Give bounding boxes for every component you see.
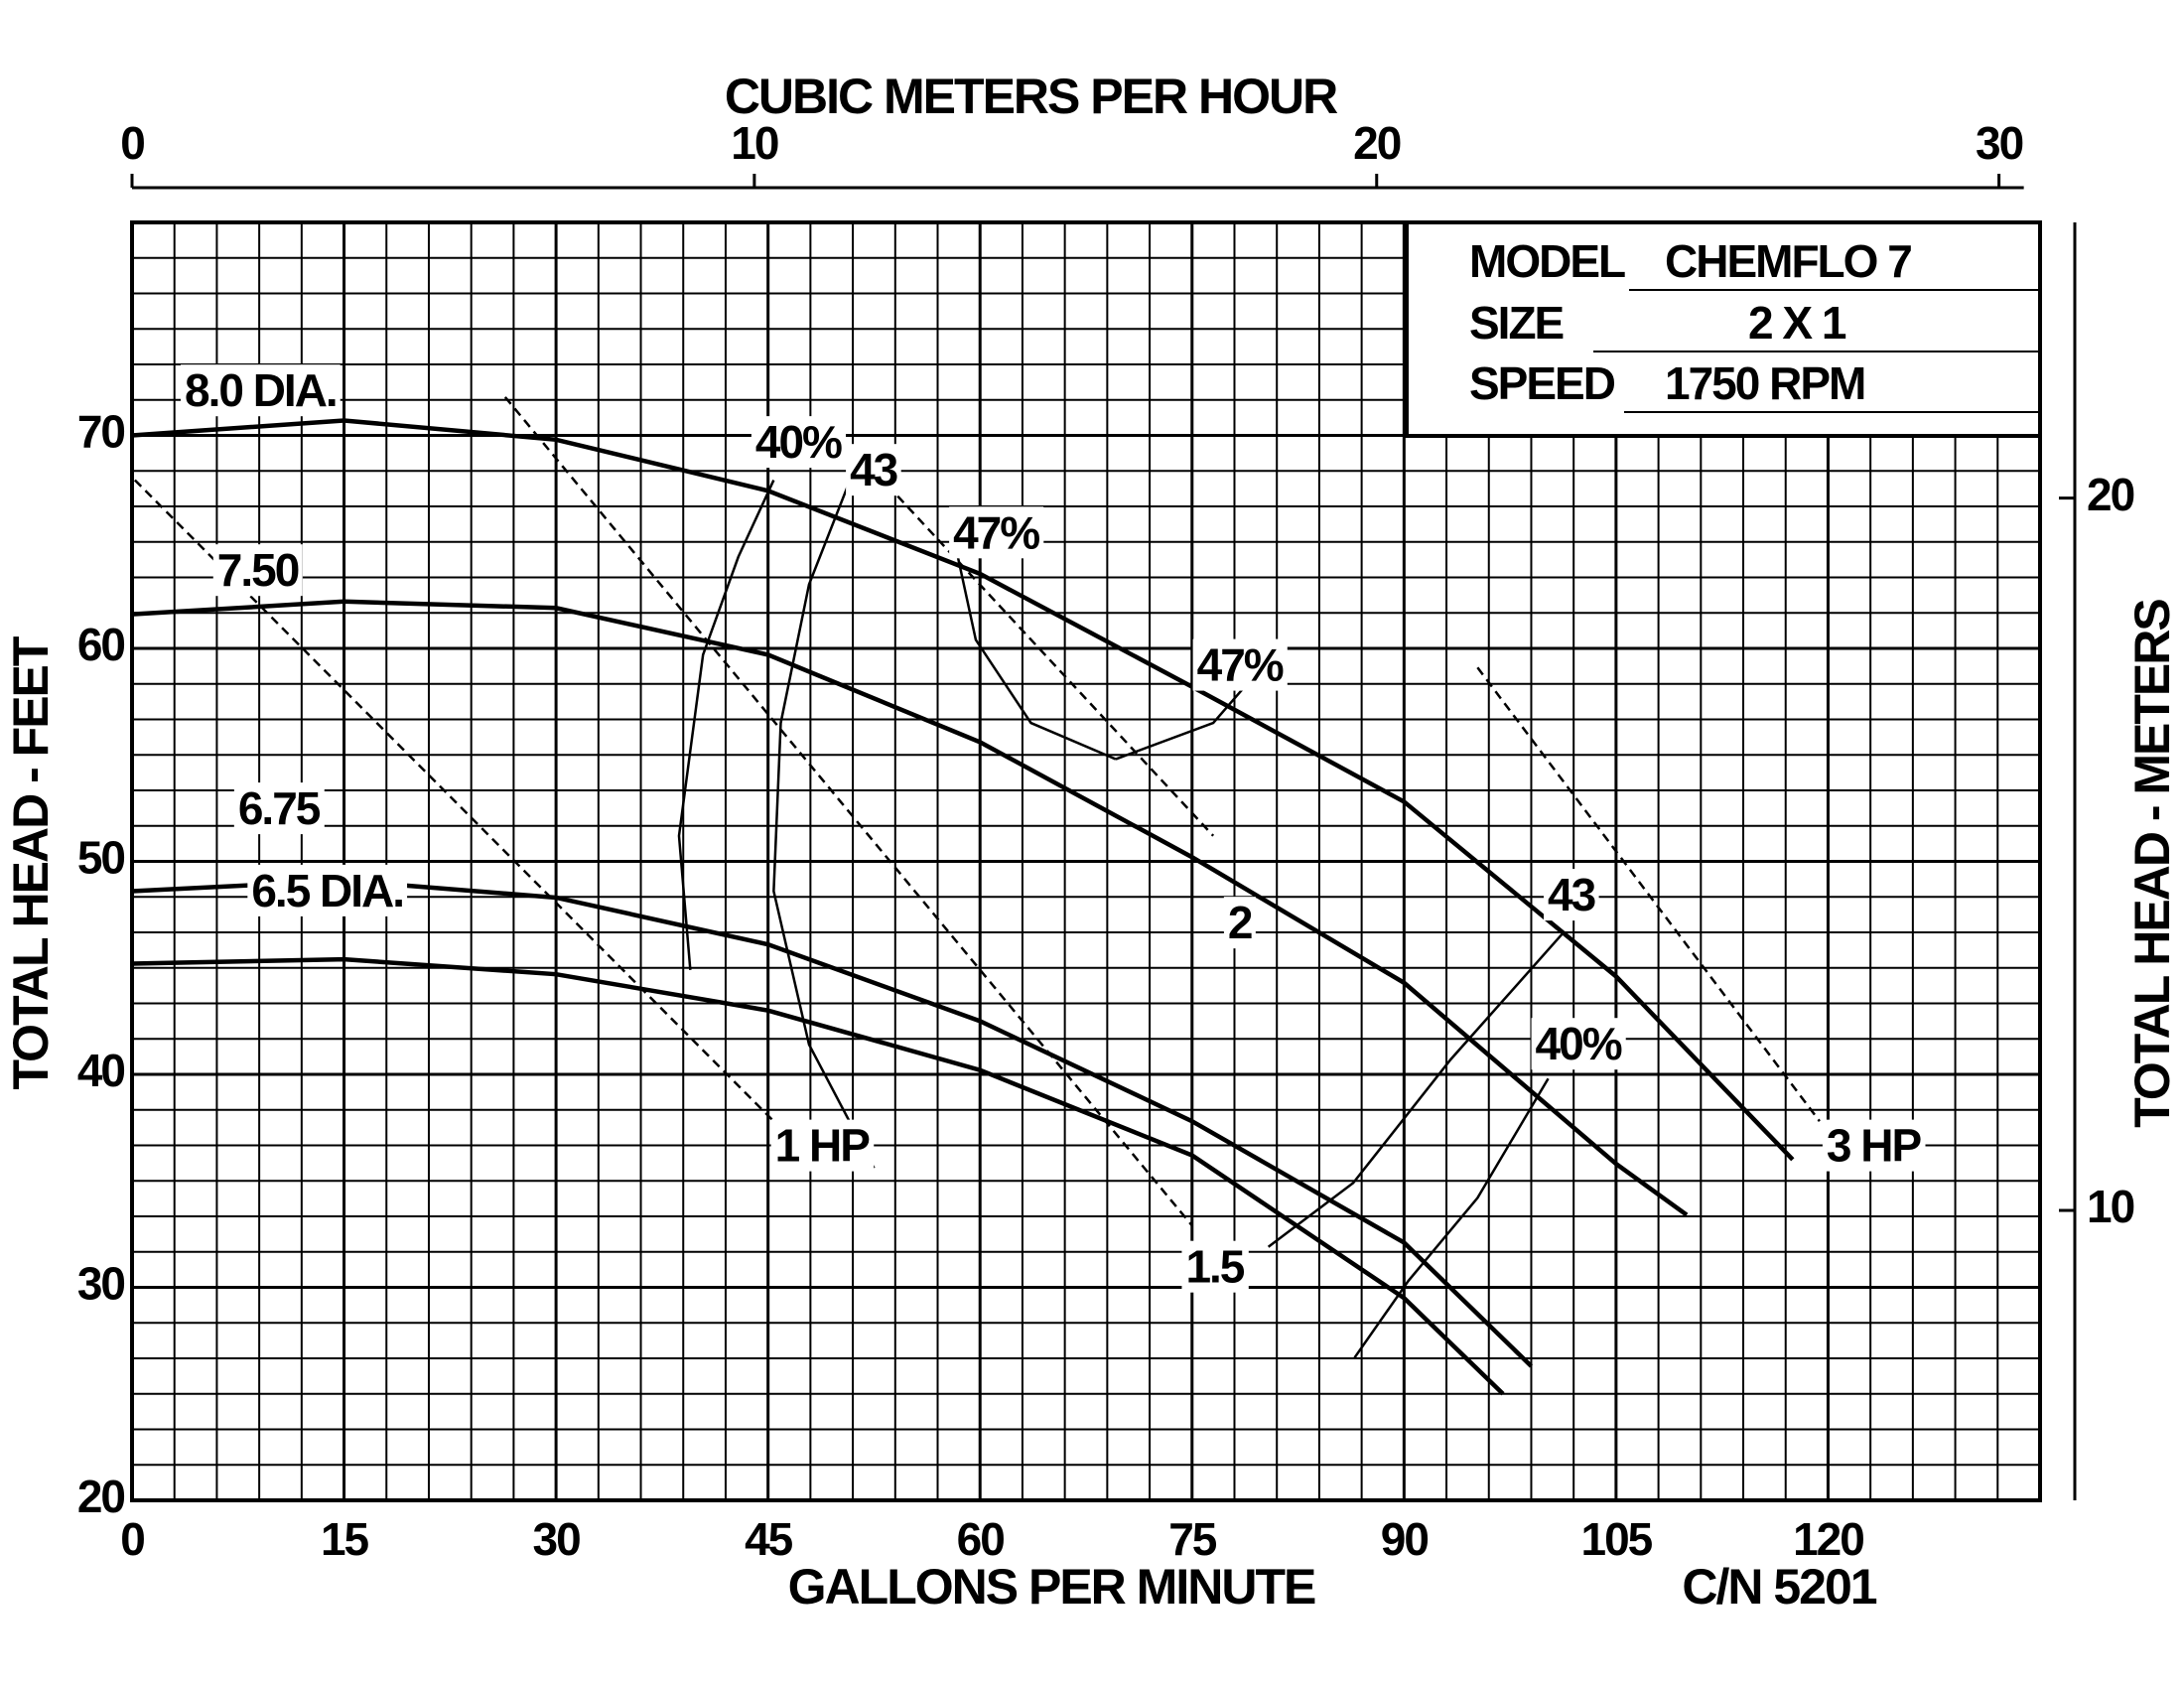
curve: [953, 541, 1117, 761]
info-value: 2 X 1: [1748, 297, 1846, 349]
curve-label: 47%: [1197, 639, 1284, 691]
curve-label-group: 8.0 DIA.: [180, 364, 341, 417]
curve-label-group: 40%: [1531, 1018, 1626, 1070]
curve: [1476, 666, 1821, 1122]
curve-label: 1 HP: [775, 1120, 871, 1172]
x-tick-label: 15: [321, 1513, 369, 1565]
curve: [1267, 932, 1564, 1248]
curve-label-bg: [180, 364, 341, 417]
curve-label-bg: [233, 782, 325, 835]
curve-label-group: 40%: [751, 416, 847, 469]
y-axis-title: TOTAL HEAD - FEET: [3, 636, 59, 1089]
curve-label: 6.5 DIA.: [251, 865, 403, 916]
curve-label-bg: [1543, 869, 1599, 921]
curve-label-bg: [1223, 897, 1256, 949]
x-tick-label: 120: [1793, 1513, 1863, 1565]
y-tick-label: 60: [77, 619, 125, 670]
curve-label-bg: [1181, 1240, 1249, 1293]
x2-tick-label: 20: [1353, 117, 1401, 169]
info-label: SIZE: [1469, 297, 1564, 349]
curve-label: 40%: [1536, 1018, 1622, 1069]
curve-label: 7.50: [217, 544, 299, 596]
curve: [677, 480, 775, 970]
curve-label-group: 2: [1223, 897, 1256, 949]
curve: [503, 396, 1193, 1227]
curve-label-bg: [1192, 638, 1288, 691]
curve-label: 40%: [755, 416, 842, 468]
curve: [1353, 1077, 1550, 1359]
y2-tick-label: 10: [2087, 1181, 2134, 1232]
y-tick-label: 50: [77, 832, 125, 884]
curve-label-group: 1.5: [1181, 1240, 1249, 1293]
y2-tick-label: 20: [2087, 469, 2134, 520]
curve-label-bg: [1822, 1119, 1926, 1172]
curve-label-group: 6.5 DIA.: [247, 864, 408, 916]
info-value: 1750 RPM: [1665, 357, 1864, 409]
curve: [131, 956, 1505, 1396]
curve-label-group: 3 HP: [1822, 1119, 1926, 1172]
curve-label-bg: [1531, 1018, 1626, 1070]
curve-label-bg: [212, 544, 303, 597]
x2-tick-label: 30: [1976, 117, 2023, 169]
info-value: CHEMFLO 7: [1665, 235, 1911, 287]
x-tick-label: 60: [957, 1513, 1005, 1565]
curve: [856, 451, 1215, 837]
x-tick-label: 105: [1581, 1513, 1653, 1565]
curve-label-group: 43: [1543, 869, 1599, 921]
info-box: [1405, 220, 2042, 438]
curve-label: 43: [1548, 869, 1595, 920]
curve-label-group: 43: [846, 444, 901, 496]
curve: [131, 599, 1689, 1217]
curve-label-bg: [846, 444, 901, 496]
footer: C/N 5201: [1682, 1559, 1876, 1615]
x2-tick-label: 0: [120, 117, 144, 169]
x-tick-label: 30: [533, 1513, 581, 1565]
curve-label-bg: [247, 864, 408, 916]
y-tick-label: 70: [77, 406, 125, 458]
x-tick-label: 90: [1381, 1513, 1429, 1565]
curve-label-group: 1 HP: [770, 1119, 875, 1172]
x-tick-label: 0: [120, 1513, 144, 1565]
x2-axis-title: CUBIC METERS PER HOUR: [725, 69, 1338, 124]
x-tick-label: 45: [745, 1513, 793, 1565]
curve-label: 3 HP: [1827, 1120, 1922, 1172]
curve-label: 47%: [953, 506, 1039, 558]
y-tick-label: 20: [77, 1471, 125, 1522]
x2-tick-label: 10: [731, 117, 778, 169]
info-label: SPEED: [1469, 357, 1615, 409]
curve-label: 6.75: [238, 782, 321, 834]
curve-label: 43: [850, 444, 897, 495]
y2-axis-title: TOTAL HEAD - METERS: [2124, 600, 2180, 1128]
curve-label-group: 7.50: [212, 544, 303, 597]
curve-label: 2: [1228, 897, 1252, 948]
curve-label-group: 47%: [949, 506, 1044, 559]
curve-label: 1.5: [1185, 1241, 1244, 1293]
curve-label-group: 47%: [1192, 638, 1288, 691]
curve: [772, 480, 876, 1169]
plot-frame: [130, 220, 2042, 1502]
curve-label-bg: [751, 416, 847, 469]
curve-label: 8.0 DIA.: [185, 364, 337, 416]
x-axis-title: GALLONS PER MINUTE: [788, 1559, 1315, 1615]
info-label: MODEL: [1469, 235, 1625, 287]
curve-label-bg: [949, 506, 1044, 559]
curve-label-group: 6.75: [233, 782, 325, 835]
y-tick-label: 40: [77, 1045, 125, 1096]
curve-label-bg: [770, 1119, 875, 1172]
x-tick-label: 75: [1168, 1513, 1217, 1565]
y-tick-label: 30: [77, 1258, 125, 1310]
